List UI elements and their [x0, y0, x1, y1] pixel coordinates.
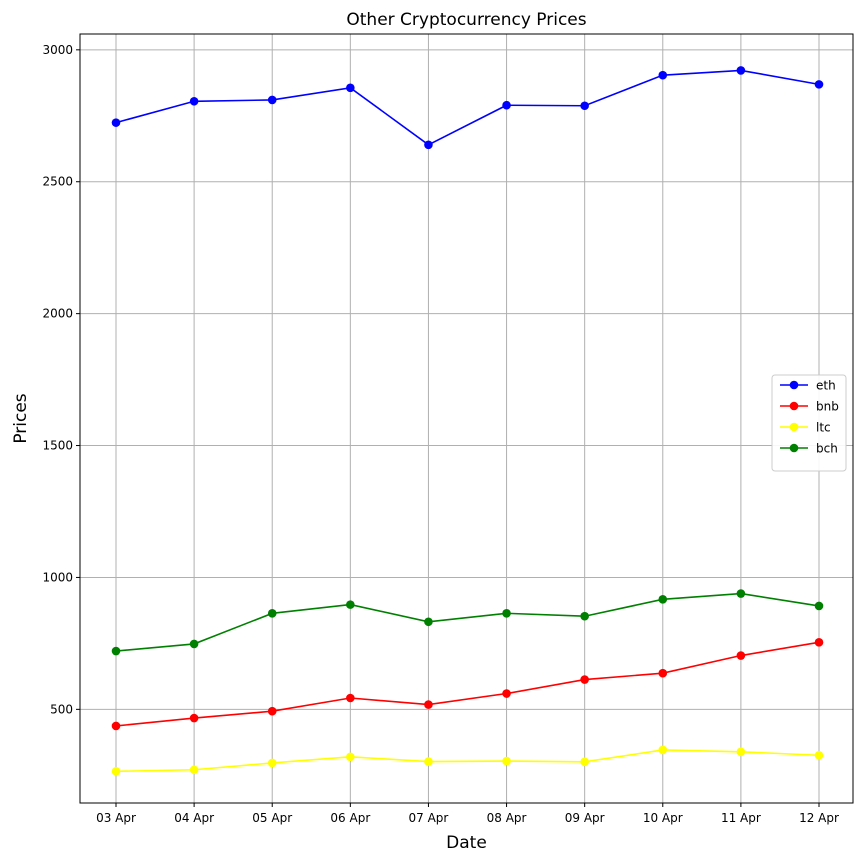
- legend-marker: [789, 380, 799, 390]
- legend-item-ltc: ltc: [780, 421, 831, 435]
- data-point: [580, 611, 589, 621]
- legend-label: bch: [816, 442, 838, 456]
- data-point: [658, 745, 668, 755]
- y-tick-label: 2000: [42, 307, 73, 321]
- data-point: [502, 609, 511, 618]
- legend-item-bch: bch: [780, 442, 838, 456]
- series-group: [111, 66, 824, 776]
- data-point: [502, 689, 511, 698]
- legend-item-eth: eth: [780, 379, 836, 393]
- data-point: [424, 700, 433, 709]
- data-point: [346, 752, 355, 762]
- data-point: [189, 639, 199, 649]
- data-point: [424, 140, 433, 150]
- x-tick-label: 11 Apr: [721, 811, 761, 825]
- x-axis-title: Date: [446, 833, 487, 853]
- data-point: [736, 747, 746, 757]
- data-point: [658, 595, 668, 604]
- series-line: [115, 749, 820, 773]
- legend-label: bnb: [816, 400, 839, 414]
- data-point: [814, 638, 824, 647]
- data-point: [814, 750, 824, 760]
- x-tick-label: 08 Apr: [487, 811, 527, 825]
- legend-label: ltc: [816, 421, 831, 435]
- x-tick-label: 04 Apr: [174, 811, 214, 825]
- y-tick-label: 1000: [42, 570, 73, 584]
- data-point: [658, 70, 668, 80]
- data-point: [580, 757, 589, 767]
- legend-label: eth: [816, 379, 836, 393]
- data-point: [267, 758, 277, 768]
- data-point: [111, 767, 121, 776]
- x-tick-label: 12 Apr: [799, 811, 839, 825]
- x-tick-label: 07 Apr: [409, 811, 449, 825]
- data-point: [814, 80, 824, 89]
- chart-title: Other Cryptocurrency Prices: [346, 10, 586, 30]
- data-point: [424, 617, 433, 627]
- data-point: [189, 713, 199, 723]
- legend: eth bnb ltc bch: [771, 374, 847, 472]
- legend-item-bnb: bnb: [780, 400, 839, 414]
- y-tick-label: 2500: [42, 175, 73, 189]
- data-point: [346, 693, 355, 703]
- data-point: [346, 600, 355, 609]
- y-tick-label: 1500: [42, 439, 73, 453]
- data-point: [736, 651, 746, 660]
- data-point: [267, 609, 277, 618]
- series-bch: [111, 589, 824, 656]
- series-line: [115, 69, 820, 146]
- data-point: [814, 601, 824, 611]
- data-point: [424, 757, 433, 766]
- x-tick-label: 09 Apr: [565, 811, 605, 825]
- plot-area: [79, 33, 854, 804]
- data-point: [502, 756, 511, 766]
- axes-ticks: 03 Apr 04 Apr 05 Apr 06 Apr 07 Apr 08 Apr 09 A…: [42, 43, 839, 825]
- series-bnb: [111, 638, 824, 731]
- series-eth: [111, 66, 824, 150]
- data-point: [111, 118, 121, 127]
- data-point: [111, 646, 121, 656]
- series-ltc: [111, 745, 824, 776]
- x-tick-label: 05 Apr: [252, 811, 292, 825]
- grid: [80, 34, 853, 803]
- data-point: [111, 721, 121, 731]
- data-point: [189, 765, 199, 775]
- data-point: [189, 96, 199, 106]
- legend-marker: [789, 401, 799, 411]
- data-point: [267, 95, 277, 105]
- data-point: [580, 101, 589, 111]
- y-axis-title: Prices: [11, 393, 31, 443]
- x-tick-label: 06 Apr: [330, 811, 370, 825]
- x-tick-label: 03 Apr: [96, 811, 136, 825]
- data-point: [736, 589, 746, 598]
- data-point: [736, 66, 746, 75]
- data-point: [267, 706, 277, 716]
- y-tick-label: 500: [50, 702, 73, 716]
- series-line: [115, 641, 820, 727]
- data-point: [346, 83, 355, 93]
- legend-marker: [789, 443, 799, 453]
- y-tick-label: 3000: [42, 43, 73, 57]
- data-point: [580, 675, 589, 684]
- x-tick-label: 10 Apr: [643, 811, 683, 825]
- data-point: [502, 100, 511, 110]
- series-line: [115, 592, 820, 652]
- legend-marker: [789, 422, 799, 432]
- data-point: [658, 668, 668, 678]
